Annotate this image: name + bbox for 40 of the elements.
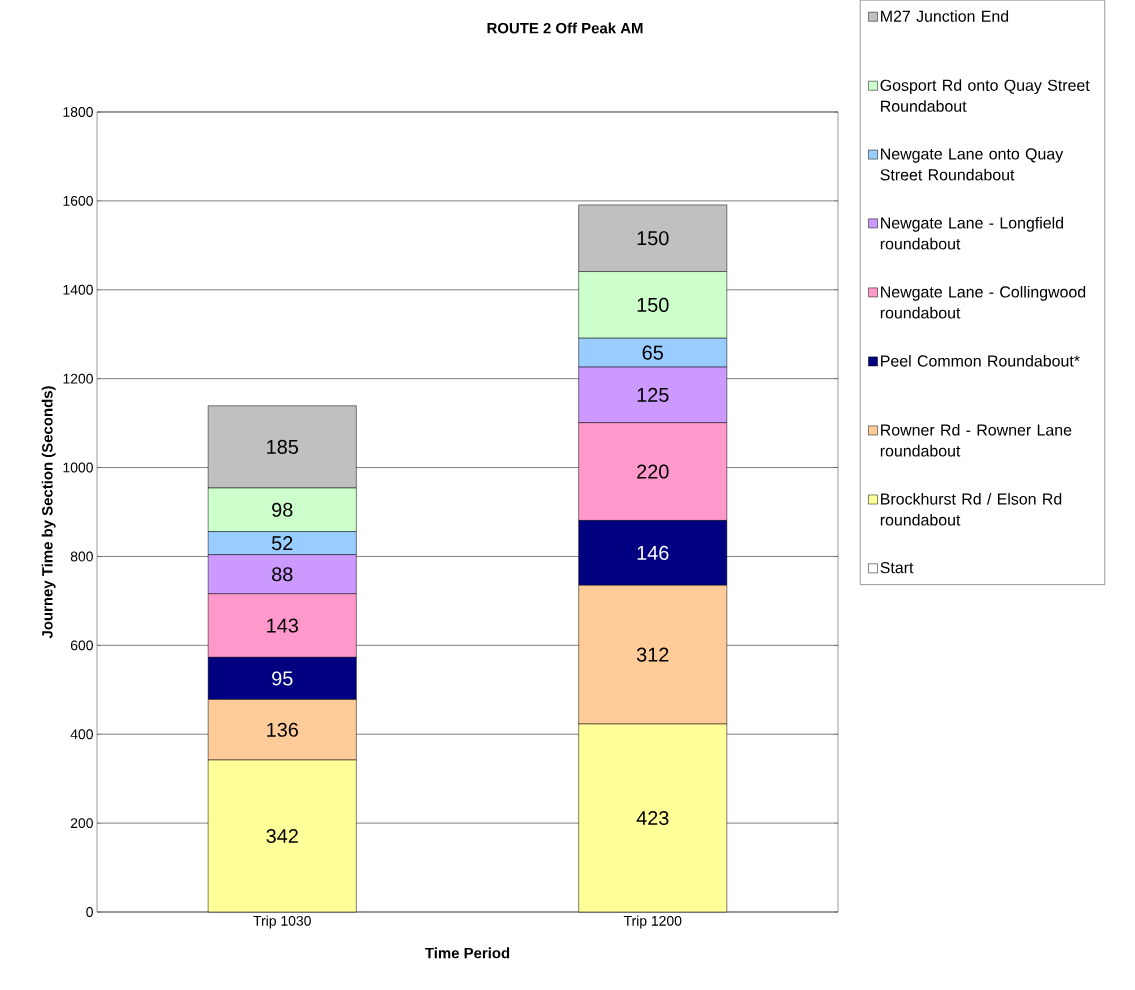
- x-axis-title: Time Period: [425, 947, 510, 959]
- y-tick-label: 200: [70, 818, 93, 829]
- data-label: 95: [272, 671, 293, 686]
- y-tick-label: 800: [70, 551, 93, 562]
- data-label: 65: [642, 345, 663, 360]
- y-tick-label: 1000: [63, 462, 93, 473]
- y-tick-label: 1400: [63, 284, 93, 295]
- x-tick-label: Trip 1200: [623, 915, 682, 929]
- y-tick-label: 1600: [63, 195, 93, 206]
- legend-label: Rowner Rd - Rowner Lane roundabout: [880, 423, 1072, 457]
- legend-label: M27 Junction End: [881, 10, 1009, 22]
- y-axis-title: Journey Time by Section (Seconds): [41, 386, 56, 639]
- legend-label: Gosport Rd onto Quay Street Roundabout: [880, 79, 1090, 112]
- legend-label: Newgate Lane - Collingwood roundabout: [880, 285, 1086, 319]
- legend-label: Newgate Lane - Longfield roundabout: [880, 216, 1064, 250]
- data-label: 88: [272, 567, 293, 582]
- legend-label: Newgate Lane onto Quay Street Roundabout: [880, 148, 1064, 181]
- data-label: 150: [637, 231, 669, 246]
- legend-label: Start: [880, 562, 914, 574]
- data-label: 150: [637, 297, 669, 312]
- data-label: 125: [637, 387, 669, 402]
- data-label: 136: [267, 722, 298, 737]
- y-tick-label: 1800: [63, 107, 93, 117]
- data-label: 220: [637, 464, 669, 479]
- data-label: 52: [271, 536, 293, 551]
- data-label: 98: [272, 502, 293, 517]
- x-tick-label: Trip 1030: [253, 915, 311, 929]
- y-tick-label: 600: [70, 640, 93, 651]
- data-label: 342: [266, 828, 298, 844]
- data-label: 185: [267, 439, 299, 454]
- data-label: 423: [636, 810, 669, 826]
- data-label: 143: [267, 618, 298, 633]
- data-label: 146: [637, 545, 669, 560]
- legend-label: Brockhurst Rd / Elson Rd roundabout: [880, 492, 1062, 526]
- chart-title: ROUTE 2 Off Peak AM: [487, 22, 643, 34]
- data-label: 312: [636, 647, 669, 662]
- y-tick-label: 400: [70, 729, 93, 740]
- y-tick-label: 0: [86, 907, 93, 917]
- y-tick-label: 1200: [63, 373, 93, 384]
- legend-label: Peel Common Roundabout*: [881, 354, 1080, 367]
